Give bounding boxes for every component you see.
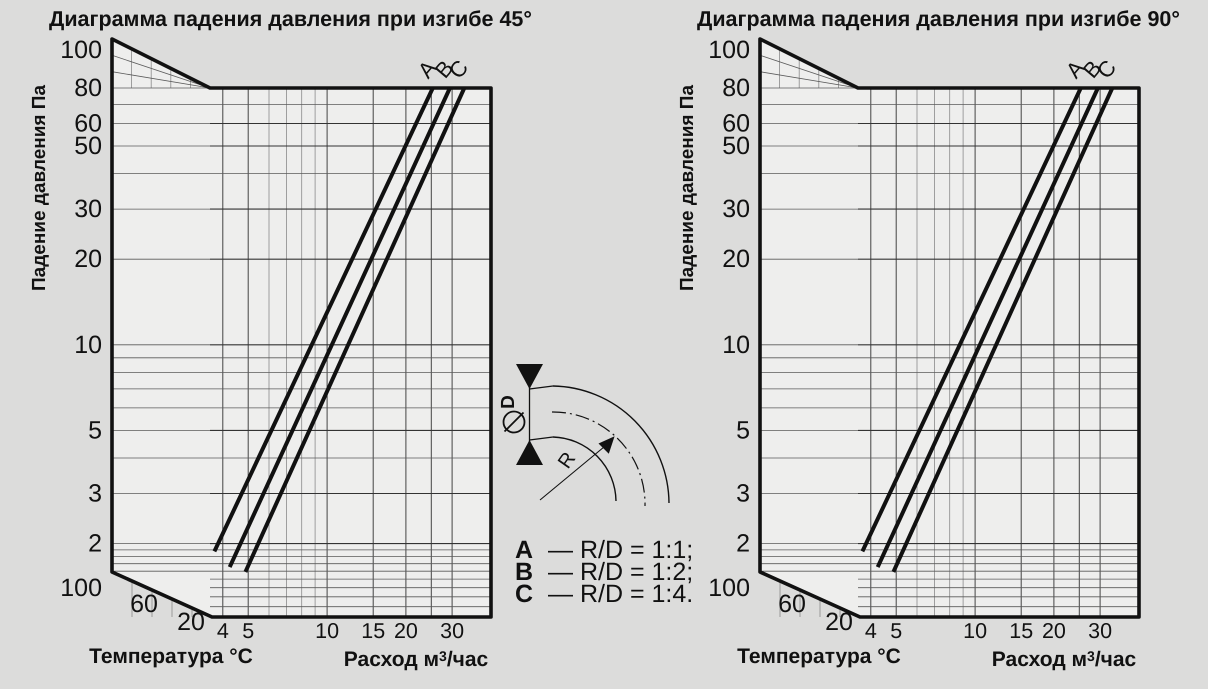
svg-text:Диаграмма падения давления при: Диаграмма падения давления при изгибе 45… bbox=[49, 7, 532, 31]
svg-text:2: 2 bbox=[736, 530, 750, 558]
svg-text:80: 80 bbox=[74, 74, 102, 102]
svg-text:Расход м3/час: Расход м3/час bbox=[344, 648, 489, 671]
svg-text:30: 30 bbox=[1088, 619, 1112, 643]
svg-text:5: 5 bbox=[88, 416, 102, 444]
svg-text:D: D bbox=[498, 395, 519, 409]
svg-text:5: 5 bbox=[736, 416, 750, 444]
svg-text:3: 3 bbox=[88, 480, 102, 508]
svg-text:Температура °C: Температура °C bbox=[89, 645, 253, 668]
svg-text:5: 5 bbox=[242, 619, 254, 643]
svg-text:Падение давления Па: Падение давления Па bbox=[29, 85, 50, 291]
svg-text:20: 20 bbox=[825, 608, 853, 636]
svg-text:15: 15 bbox=[361, 619, 385, 643]
svg-text:5: 5 bbox=[890, 619, 902, 643]
svg-text:4: 4 bbox=[865, 619, 877, 643]
svg-text:10: 10 bbox=[315, 619, 339, 643]
svg-text:20: 20 bbox=[74, 245, 102, 273]
svg-text:— R/D = 1:4.: — R/D = 1:4. bbox=[548, 580, 693, 608]
svg-text:100: 100 bbox=[708, 574, 750, 602]
svg-text:30: 30 bbox=[722, 195, 750, 223]
svg-text:Падение давления Па: Падение давления Па bbox=[677, 85, 698, 291]
svg-text:80: 80 bbox=[722, 74, 750, 102]
svg-text:60: 60 bbox=[130, 590, 158, 618]
svg-text:C: C bbox=[515, 580, 533, 608]
svg-text:Расход м3/час: Расход м3/час bbox=[992, 648, 1137, 671]
svg-text:20: 20 bbox=[722, 245, 750, 273]
svg-text:60: 60 bbox=[778, 590, 806, 618]
svg-text:10: 10 bbox=[74, 331, 102, 359]
svg-text:30: 30 bbox=[440, 619, 464, 643]
svg-text:100: 100 bbox=[60, 36, 102, 64]
svg-text:20: 20 bbox=[394, 619, 418, 643]
svg-text:20: 20 bbox=[1042, 619, 1066, 643]
svg-text:15: 15 bbox=[1009, 619, 1033, 643]
svg-text:Температура °C: Температура °C bbox=[737, 645, 901, 668]
svg-text:10: 10 bbox=[722, 331, 750, 359]
svg-text:100: 100 bbox=[708, 36, 750, 64]
svg-text:100: 100 bbox=[60, 574, 102, 602]
svg-text:30: 30 bbox=[74, 195, 102, 223]
svg-text:2: 2 bbox=[88, 530, 102, 558]
svg-text:50: 50 bbox=[722, 132, 750, 160]
svg-text:10: 10 bbox=[963, 619, 987, 643]
svg-text:4: 4 bbox=[217, 619, 229, 643]
svg-text:50: 50 bbox=[74, 132, 102, 160]
svg-text:20: 20 bbox=[177, 608, 205, 636]
svg-text:3: 3 bbox=[736, 480, 750, 508]
svg-text:Диаграмма падения давления при: Диаграмма падения давления при изгибе 90… bbox=[697, 7, 1180, 31]
